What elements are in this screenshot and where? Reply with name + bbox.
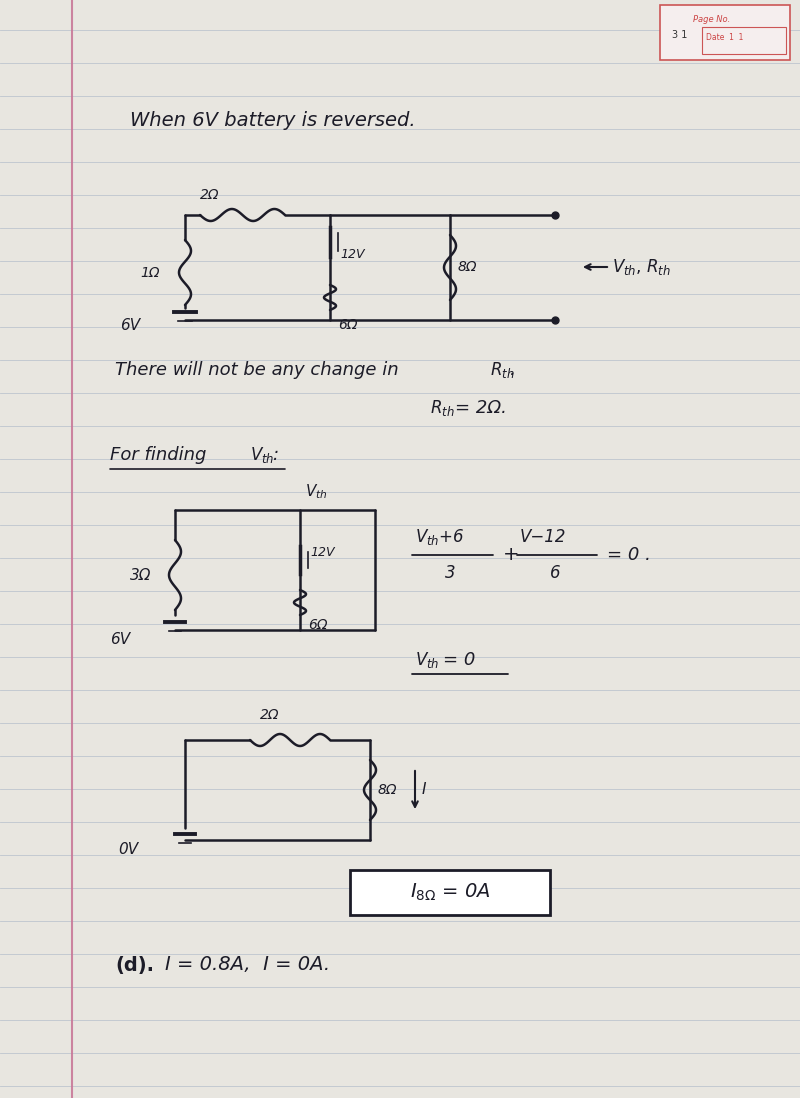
- Text: $R_{th}$: $R_{th}$: [430, 397, 454, 418]
- Text: $I_{8\Omega}$ = 0A: $I_{8\Omega}$ = 0A: [410, 882, 490, 904]
- Text: 12V: 12V: [310, 546, 334, 559]
- Bar: [702, 27, 786, 54]
- Text: 6V: 6V: [120, 317, 140, 333]
- Text: $V_{th}$: $V_{th}$: [250, 445, 274, 464]
- Text: +: +: [503, 546, 519, 564]
- Text: Date  1  1: Date 1 1: [706, 34, 744, 43]
- Text: 6Ω: 6Ω: [338, 318, 358, 332]
- Text: 2Ω: 2Ω: [200, 188, 219, 202]
- Text: 3 1: 3 1: [672, 30, 687, 40]
- Text: 8Ω: 8Ω: [378, 783, 398, 797]
- Text: = 0: = 0: [443, 651, 475, 669]
- Text: There will not be any change in: There will not be any change in: [115, 361, 404, 379]
- Text: I = 0.8A,  I = 0A.: I = 0.8A, I = 0A.: [165, 955, 330, 975]
- Text: $V_{th}$: $V_{th}$: [305, 483, 328, 502]
- Text: (d).: (d).: [115, 955, 154, 975]
- Bar: [350, 870, 550, 915]
- Text: 6V: 6V: [110, 632, 130, 648]
- Text: .: .: [510, 361, 516, 379]
- Text: 8Ω: 8Ω: [458, 260, 478, 274]
- Text: 2Ω: 2Ω: [260, 708, 279, 722]
- Text: 6Ω: 6Ω: [308, 618, 327, 632]
- Text: :: :: [272, 446, 278, 464]
- Text: Page No.: Page No.: [694, 14, 730, 23]
- Text: 3: 3: [445, 564, 456, 582]
- Text: = 0 .: = 0 .: [607, 546, 651, 564]
- Text: When 6V battery is reversed.: When 6V battery is reversed.: [130, 111, 416, 130]
- Text: 12V: 12V: [340, 248, 365, 261]
- Bar: [660, 5, 790, 60]
- Text: For finding: For finding: [110, 446, 212, 464]
- Text: $V_{th}$, $R_{th}$: $V_{th}$, $R_{th}$: [612, 257, 671, 277]
- Text: 1Ω: 1Ω: [140, 266, 159, 280]
- Text: V−12: V−12: [520, 528, 566, 546]
- Text: 0V: 0V: [118, 842, 138, 858]
- Text: $V_{th}$: $V_{th}$: [415, 650, 439, 670]
- Text: $R_{th}$: $R_{th}$: [490, 360, 514, 380]
- Text: 6: 6: [550, 564, 561, 582]
- Text: 3Ω: 3Ω: [130, 568, 151, 583]
- Text: $V_{th}$+6: $V_{th}$+6: [415, 527, 465, 547]
- Text: I: I: [422, 783, 426, 797]
- Text: = 2Ω.: = 2Ω.: [455, 399, 507, 417]
